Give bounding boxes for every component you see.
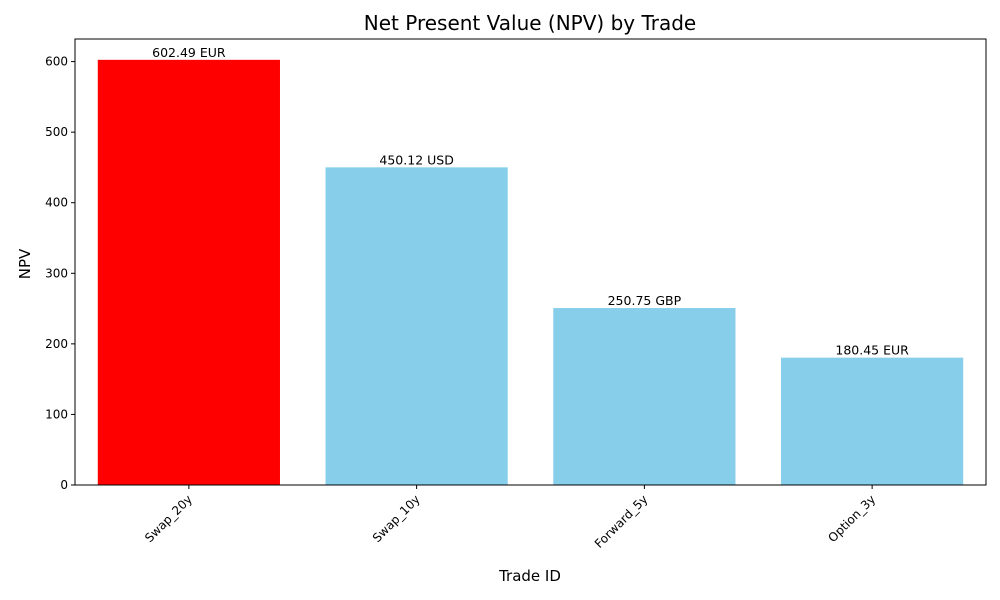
bar-forward-5y [553,308,736,485]
y-axis: 0 100 200 300 400 500 600 [45,55,75,492]
bar-option-3y [781,357,964,485]
bar-labels-layer: 602.49 EUR 450.12 USD 250.75 GBP 180.45 EUR [152,45,909,358]
bar-value-label: 450.12 USD [379,152,453,167]
y-axis-label: NPV [16,248,34,279]
plot-frame [74,38,987,486]
x-tick-label: Swap_10y [370,492,423,545]
x-tick-label: Forward_5y [592,492,651,551]
y-tick-label: 300 [45,266,68,280]
bar-value-label: 180.45 EUR [835,343,909,358]
bar-value-label: 250.75 GBP [608,293,682,308]
x-axis-label: Trade ID [498,567,561,585]
chart-title: Net Present Value (NPV) by Trade [364,11,696,35]
x-axis: Swap_20y Swap_10y Forward_5y Option_3y [142,485,878,551]
bars-layer [97,59,964,485]
y-tick-label: 200 [45,337,68,351]
x-tick-label: Option_3y [825,492,878,545]
y-tick-label: 400 [45,196,68,210]
bar-value-label: 602.49 EUR [152,45,226,60]
bar-swap-10y [325,167,508,485]
y-tick-label: 0 [60,478,68,492]
y-tick-label: 600 [45,55,68,69]
x-tick-label: Swap_20y [142,492,195,545]
y-tick-label: 100 [45,407,68,421]
bar-swap-20y [97,59,280,485]
y-tick-label: 500 [45,125,68,139]
